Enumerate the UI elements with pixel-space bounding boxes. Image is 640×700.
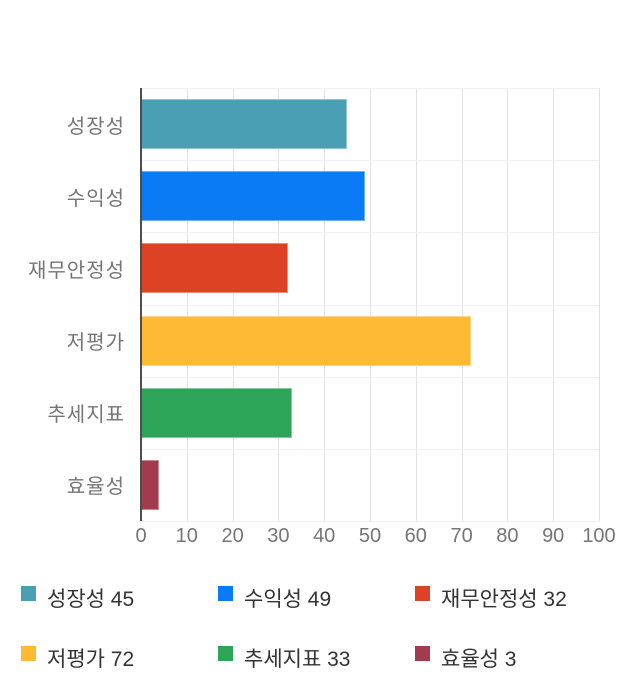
legend-label: 재무안정성 32 xyxy=(441,588,567,611)
category-label: 성장성 xyxy=(66,115,125,138)
x-tick-label: 80 xyxy=(496,525,519,547)
y-axis-line xyxy=(140,88,142,521)
bar-4[interactable] xyxy=(141,387,293,438)
legend-item-4[interactable]: 추세지표 33 xyxy=(218,643,415,671)
legend-swatch xyxy=(218,646,233,661)
legend-item-3[interactable]: 저평가 72 xyxy=(21,643,218,671)
x-tick-label: 100 xyxy=(582,525,616,547)
bar-row xyxy=(141,88,599,160)
bar-3[interactable] xyxy=(141,315,471,366)
x-tick-label: 60 xyxy=(404,525,427,547)
legend-swatch xyxy=(415,586,430,601)
legend-label: 성장성 45 xyxy=(47,588,135,611)
category-label: 추세지표 xyxy=(47,404,125,427)
legend-label: 수익성 49 xyxy=(244,588,332,611)
chart-legend: 성장성 45 수익성 49 재무안정성 32 저평가 72 추세지표 33 효율성 3 xyxy=(21,583,621,671)
bar-row xyxy=(141,160,599,232)
legend-label: 효율성 3 xyxy=(441,648,517,671)
x-tick-label: 10 xyxy=(175,525,198,547)
x-tick-label: 20 xyxy=(221,525,244,547)
band-separator xyxy=(141,88,599,89)
band-separator xyxy=(141,521,599,522)
band-separator xyxy=(141,160,599,162)
bar-5[interactable] xyxy=(141,459,159,510)
gridline xyxy=(599,88,600,521)
legend-item-0[interactable]: 성장성 45 xyxy=(21,583,218,611)
legend-swatch xyxy=(21,586,36,601)
band-separator xyxy=(141,376,599,378)
legend-swatch xyxy=(415,646,430,661)
bar-row xyxy=(141,449,599,521)
band-separator xyxy=(141,232,599,234)
bar-row xyxy=(141,232,599,304)
legend-item-2[interactable]: 재무안정성 32 xyxy=(415,583,621,611)
category-label: 효율성 xyxy=(66,476,125,499)
legend-swatch xyxy=(21,646,36,661)
band-separator xyxy=(141,304,599,306)
bar-row xyxy=(141,305,599,377)
category-label: 저평가 xyxy=(66,332,125,355)
bar-1[interactable] xyxy=(141,171,366,222)
bar-row xyxy=(141,377,599,449)
bar-2[interactable] xyxy=(141,243,288,294)
bar-0[interactable] xyxy=(141,99,348,150)
x-tick-label: 40 xyxy=(313,525,336,547)
legend-label: 저평가 72 xyxy=(47,648,135,671)
legend-label: 추세지표 33 xyxy=(244,648,351,671)
category-label: 재무안정성 xyxy=(28,259,125,282)
legend-swatch xyxy=(218,586,233,601)
x-tick-label: 70 xyxy=(450,525,473,547)
x-axis: 0 10 20 30 40 50 60 70 80 90 100 xyxy=(135,525,615,551)
category-label: 수익성 xyxy=(66,187,125,210)
legend-item-1[interactable]: 수익성 49 xyxy=(218,583,415,611)
legend-item-5[interactable]: 효율성 3 xyxy=(415,643,621,671)
plot-area xyxy=(140,88,600,522)
x-tick-label: 50 xyxy=(358,525,382,547)
band-separator xyxy=(141,448,599,450)
x-tick-label: 90 xyxy=(542,525,565,547)
x-tick-label: 0 xyxy=(135,525,147,547)
x-tick-label: 30 xyxy=(267,525,290,547)
